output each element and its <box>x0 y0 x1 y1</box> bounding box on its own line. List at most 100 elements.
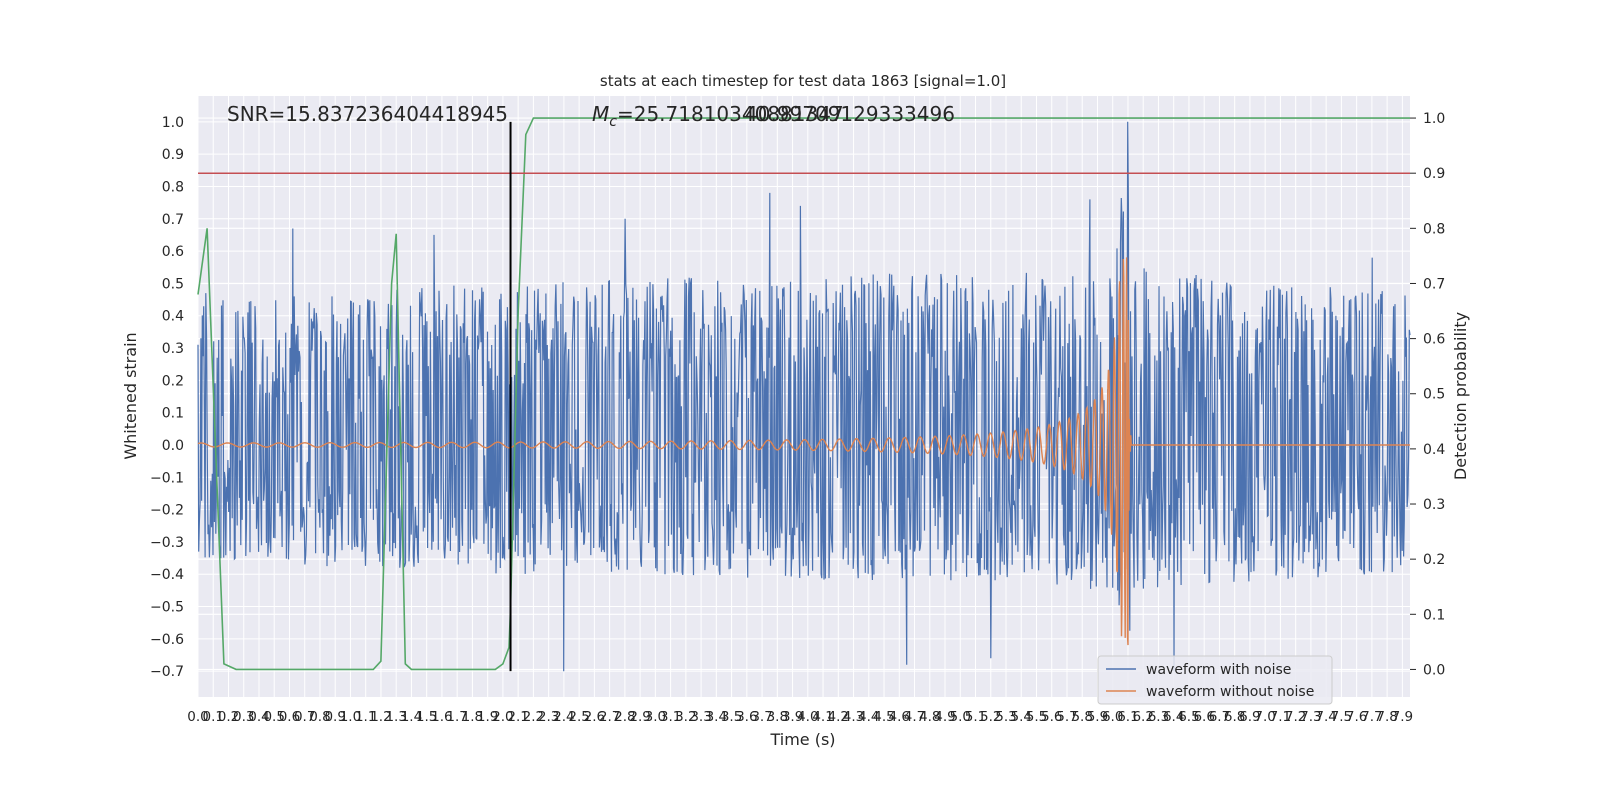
x-tick-label: 0.0 <box>187 709 208 725</box>
x-tick-label: 3.1 <box>660 709 681 725</box>
x-tick-label: 6.0 <box>1102 709 1123 725</box>
probability-line <box>197 117 1410 671</box>
x-tick-label: 1.3 <box>385 709 406 725</box>
x-tick-label: 2.0 <box>492 709 513 725</box>
x-tick-label: 6.9 <box>1239 709 1260 725</box>
right-y-tick-label: 0.9 <box>1423 166 1445 182</box>
right-y-tick-label: 0.0 <box>1423 662 1445 678</box>
x-tick-label: 1.8 <box>462 709 483 725</box>
x-tick-label: 5.5 <box>1026 709 1047 725</box>
x-tick-label: 0.7 <box>294 709 315 725</box>
x-tick-label: 6.5 <box>1178 709 1199 725</box>
chirp-mass-subscript: c <box>609 114 617 130</box>
y-tick-label: −0.3 <box>150 535 184 551</box>
x-tick-label: 6.3 <box>1148 709 1169 725</box>
x-tick-label: 1.5 <box>416 709 437 725</box>
chart-title: stats at each timestep for test data 186… <box>600 72 1006 90</box>
x-tick-label: 1.0 <box>340 709 361 725</box>
x-tick-label: 5.3 <box>995 709 1016 725</box>
reference-lines <box>198 121 1410 672</box>
x-tick-label: 4.6 <box>889 709 910 725</box>
x-tick-label: 2.7 <box>599 709 620 725</box>
right-y-tick-label: 0.8 <box>1423 221 1445 237</box>
x-tick-label: 3.0 <box>645 709 666 725</box>
x-tick-label: 5.8 <box>1071 709 1092 725</box>
x-tick-label: 3.5 <box>721 709 742 725</box>
y-tick-label: 0.1 <box>162 406 184 422</box>
right-y-tick-label: 0.4 <box>1423 442 1445 458</box>
x-tick-label: 3.2 <box>675 709 696 725</box>
x-tick-label: 2.4 <box>553 709 574 725</box>
y-tick-labels: −0.7 −0.6 −0.5 −0.4 −0.3 −0.2 −0.1 0.0 0.1 0.2 0.3… <box>150 115 184 680</box>
right-y-tick-label: 0.7 <box>1423 276 1445 292</box>
snr-annotation: SNR=15.837236404418945 <box>227 102 508 126</box>
right-y-tick-label: 1.0 <box>1423 111 1445 127</box>
right-y-tick-labels: 0.0 0.1 0.2 0.3 0.4 0.5 0.6 0.7 0.8 0.9 1.0 <box>1410 111 1445 678</box>
y-axis-label: Whitened strain <box>121 332 140 459</box>
x-tick-label: 7.5 <box>1331 709 1352 725</box>
x-tick-label: 0.9 <box>324 709 345 725</box>
x-tick-label: 6.1 <box>1117 709 1138 725</box>
y-tick-label: 1.0 <box>162 115 184 131</box>
y-tick-label: 0.6 <box>162 244 184 260</box>
y-tick-label: −0.2 <box>150 503 184 519</box>
x-tick-label: 0.5 <box>263 709 284 725</box>
x-tick-labels: 0.00.10.20.30.40.50.60.70.80.91.01.11.21… <box>187 709 1413 725</box>
x-tick-label: 5.4 <box>1011 709 1032 725</box>
x-tick-label: 5.9 <box>1087 709 1108 725</box>
x-tick-label: 5.6 <box>1041 709 1062 725</box>
chirp-mass-value: =25.71810340881347 <box>617 102 844 126</box>
chirp-mass-symbol: M <box>592 102 609 126</box>
y-tick-label: 0.0 <box>162 438 184 454</box>
x-tick-label: 7.0 <box>1254 709 1275 725</box>
y-tick-label: −0.6 <box>150 632 184 648</box>
legend-label-clean: waveform without noise <box>1146 684 1314 700</box>
x-tick-label: 7.8 <box>1376 709 1397 725</box>
x-tick-label: 2.1 <box>507 709 528 725</box>
x-tick-label: 4.9 <box>934 709 955 725</box>
x-tick-label: 4.1 <box>812 709 833 725</box>
y-tick-label: 0.9 <box>162 147 184 163</box>
right-y-tick-label: 0.5 <box>1423 387 1445 403</box>
x-tick-label: 7.1 <box>1270 709 1291 725</box>
x-tick-label: 3.4 <box>706 709 727 725</box>
x-tick-label: 1.6 <box>431 709 452 725</box>
x-tick-label: 7.9 <box>1392 709 1413 725</box>
y-tick-label: −0.5 <box>150 600 184 616</box>
x-tick-label: 7.4 <box>1315 709 1336 725</box>
legend-label-noise: waveform with noise <box>1146 662 1291 678</box>
legend-box <box>1097 655 1333 705</box>
x-tick-label: 5.0 <box>950 709 971 725</box>
x-axis-label: Time (s) <box>769 730 835 749</box>
y-tick-label: 0.4 <box>162 309 184 325</box>
x-tick-label: 4.4 <box>858 709 879 725</box>
x-tick-label: 1.1 <box>355 709 376 725</box>
x-tick-label: 6.2 <box>1132 709 1153 725</box>
x-tick-label: 4.0 <box>797 709 818 725</box>
x-tick-label: 6.8 <box>1224 709 1245 725</box>
x-tick-label: 0.3 <box>233 709 254 725</box>
x-tick-label: 2.6 <box>584 709 605 725</box>
x-tick-label: 6.6 <box>1193 709 1214 725</box>
x-tick-label: 2.8 <box>614 709 635 725</box>
overlapping-annotation: 40.99709129333496 <box>745 102 955 126</box>
x-tick-label: 4.8 <box>919 709 940 725</box>
right-y-tick-label: 0.3 <box>1423 497 1445 513</box>
right-y-tick-label: 0.2 <box>1423 552 1445 568</box>
series-detection-probability <box>197 117 1410 671</box>
right-y-tick-label: 0.1 <box>1423 607 1445 623</box>
y-tick-label: 0.3 <box>162 341 184 357</box>
x-tick-label: 2.3 <box>538 709 559 725</box>
x-tick-label: 7.2 <box>1285 709 1306 725</box>
x-tick-label: 4.5 <box>873 709 894 725</box>
x-tick-label: 2.2 <box>523 709 544 725</box>
y-tick-label: −0.4 <box>150 567 184 583</box>
chirp-mass-annotation: Mc=25.71810340881347 <box>592 102 844 130</box>
x-tick-label: 0.1 <box>203 709 224 725</box>
y-tick-label: −0.7 <box>150 664 184 680</box>
x-tick-label: 1.4 <box>401 709 422 725</box>
series-waveform-with-noise <box>197 121 1411 672</box>
x-tick-label: 4.7 <box>904 709 925 725</box>
x-tick-label: 3.6 <box>736 709 757 725</box>
